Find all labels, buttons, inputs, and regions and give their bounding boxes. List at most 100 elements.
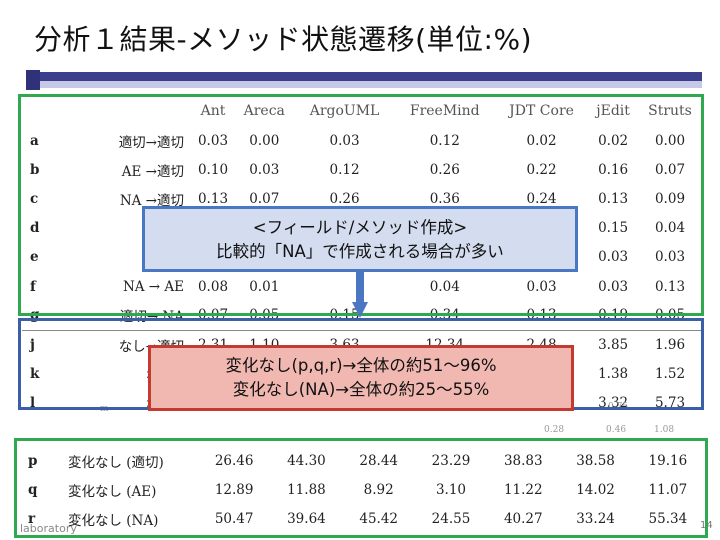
cell-value: 0.03 [598,278,629,295]
cell-value: 8.92 [363,481,394,498]
cell-value: 0.04 [429,278,460,295]
cell-value: 0.36 [429,190,460,207]
table-row: f NA → AE 0.08 0.01 0.04 0.03 0.03 0.13 [22,272,702,301]
cell-value: 11.88 [287,481,326,498]
cell-value: 0.13 [598,190,629,207]
cell-value: 0.09 [654,190,686,207]
cell-value: 14.02 [576,481,615,498]
cell-value: 1.96 [638,329,702,360]
row-label: 変化なし (AE) [68,483,157,500]
faded-row-value: 0.46 [606,425,627,435]
row-id: b [30,161,40,178]
row-id: j [22,329,64,360]
title-rule-dark [26,72,702,81]
cell-value: 0.22 [526,161,557,178]
cell-value: 38.83 [503,452,543,469]
row-id: f [30,278,36,295]
cell-value: 0.13 [197,190,229,207]
row-label: 適切→適切 [118,134,184,151]
cell-value: 55.34 [648,510,688,527]
callout-line: <フィールド/メソッド作成> [252,218,468,237]
cell-value: 0.24 [526,190,557,207]
cell-value: 1.52 [654,366,686,383]
row-label: AE →適切 [121,163,184,180]
cell-value: 28.44 [359,452,399,469]
cell-value: 0.03 [526,278,557,295]
title-rule-square [26,70,40,90]
transition-table: Ant Areca ArgoUML FreeMind JDT Core jEdi… [22,96,702,418]
callout-no-change: 変化なし(p,q,r)→全体の約51～96% 変化なし(NA)→全体の約25～5… [148,345,574,411]
cell-value: 0.03 [197,132,229,149]
cell-value: 0.00 [654,132,686,149]
row-id: k [30,366,40,383]
cell-value: 0.26 [429,161,460,178]
cell-value: 0.08 [197,278,229,295]
cell-value: 12.89 [214,481,254,498]
title-rule-light [26,81,702,88]
cell-value: 0.15 [598,220,629,237]
cell-value: 0.10 [197,161,229,178]
no-change-table: p 変化なし (適切) 26.46 44.30 28.44 23.29 38.83 38.58… [18,446,704,533]
column-header: Areca [243,103,285,119]
cell-value: 0.00 [249,132,280,149]
page-number: 14 [700,520,713,531]
cell-value: 45.42 [359,510,399,527]
cell-value: 0.03 [654,249,686,266]
table-row: q 変化なし (AE) 12.89 11.88 8.92 3.10 11.22 14.02 11… [18,475,704,504]
cell-value: 19.16 [648,452,688,469]
row-label: 変化なし (NA) [68,512,159,529]
cell-value: 11.07 [648,481,688,498]
row-label: NA → AE [122,278,184,295]
row-id: e [30,249,39,266]
table-row: c NA →適切 0.13 0.07 0.26 0.36 0.24 0.13 0.09 [22,184,702,213]
arrow-down-icon [352,272,368,318]
cell-value: 44.30 [287,452,326,469]
row-id: d [30,220,40,237]
cell-value: 0.07 [249,190,280,207]
cell-value: 23.29 [431,452,471,469]
row-label: NA →適切 [119,192,184,209]
cell-value: 39.64 [287,510,326,527]
row-label: 変化なし (適切) [68,454,164,471]
cell-value: 0.03 [598,249,629,266]
footer-org: laboratory [20,522,77,535]
cell-value: 0.03 [329,132,360,149]
cell-value: 0.16 [598,161,629,178]
cell-value: 0.04 [654,220,686,237]
cell-value: 0.03 [249,161,280,178]
cell-value: 3.85 [588,329,638,360]
cell-value: 26.46 [214,452,254,469]
cell-value: 0.02 [526,132,557,149]
cell-value: 33.24 [576,510,615,527]
cell-value: 0.12 [329,161,360,178]
highlight-box-no-change [14,438,708,538]
callout-line: 変化なし(NA)→全体の約25～55% [232,380,490,399]
column-header: JDT Core [509,103,574,119]
cell-value: 0.26 [329,190,360,207]
cell-value: 0.13 [654,278,686,295]
callout-line: 比較的「NA」で作成される場合が多い [216,242,504,261]
cell-value: 1.38 [598,366,629,383]
slide-title: 分析１結果-メソッド状態遷移(単位:%) [34,23,532,56]
cell-value: 11.22 [503,481,543,498]
bottom-table-gap [0,410,720,438]
row-id: q [28,481,38,498]
cell-value: 50.47 [214,510,254,527]
cell-value: 0.02 [598,132,629,149]
cell-value: 40.27 [503,510,543,527]
column-header: ArgoUML [309,103,380,119]
cell-value: 24.55 [431,510,471,527]
table-row: a 適切→適切 0.03 0.00 0.03 0.12 0.02 0.02 0.00 [22,126,702,155]
table-row: b AE →適切 0.10 0.03 0.12 0.26 0.22 0.16 0.07 [22,155,702,184]
table-header-row: Ant Areca ArgoUML FreeMind JDT Core jEdi… [22,96,702,126]
cell-value: 0.12 [429,132,460,149]
callout-field-method-creation: <フィールド/メソッド作成> 比較的「NA」で作成される場合が多い [142,206,578,272]
faded-row-value: 0.28 [544,425,565,435]
title-rule [26,70,702,90]
row-id: a [30,132,39,149]
table-row: r 変化なし (NA) 50.47 39.64 45.42 24.55 40.27 33.24… [18,504,704,533]
row-id: c [30,190,39,207]
row-id: r [28,510,36,527]
column-header: Ant [200,103,226,119]
callout-line: 変化なし(p,q,r)→全体の約51～96% [225,356,497,375]
